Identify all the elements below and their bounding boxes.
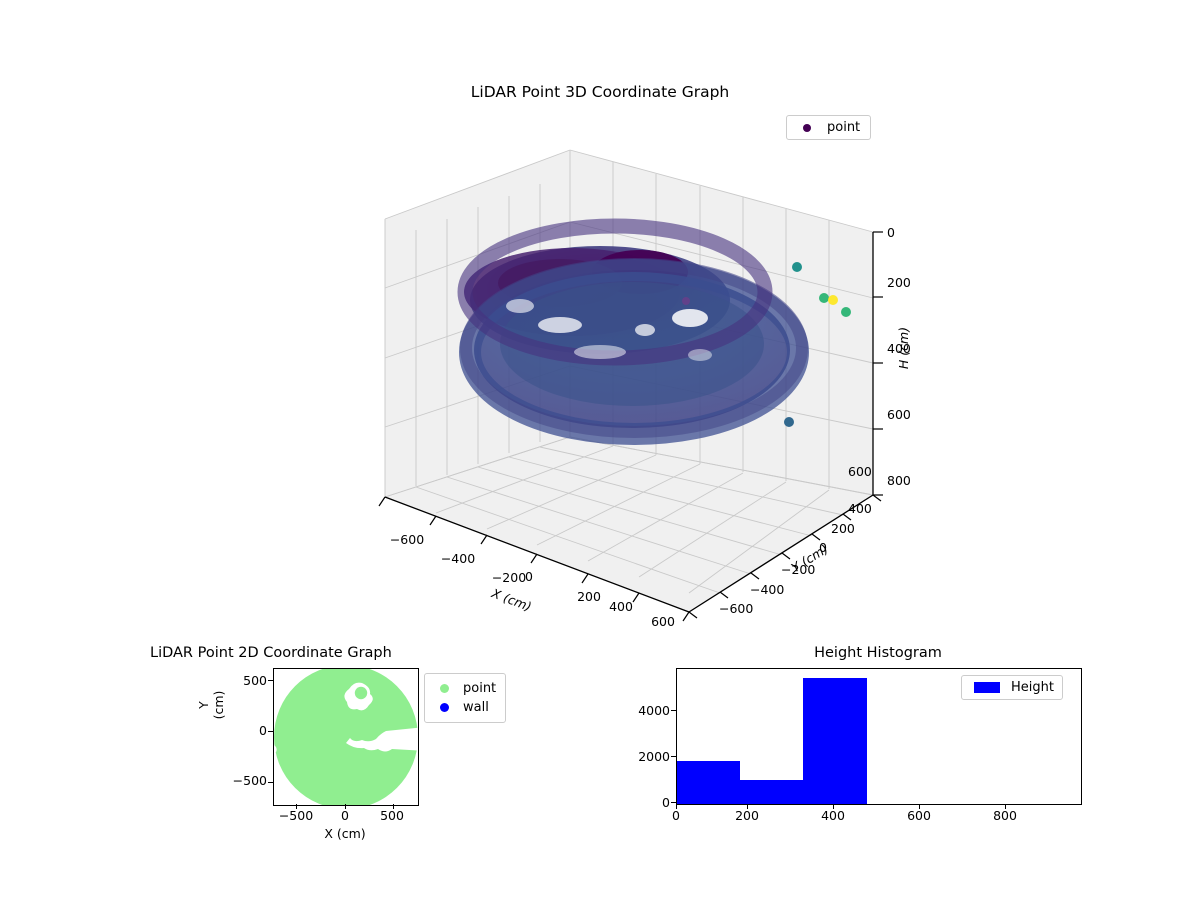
legend-2d-entry-wall[interactable]: wall bbox=[434, 698, 496, 717]
xtick-hist-200: 200 bbox=[735, 808, 759, 823]
legend-histogram[interactable]: Height bbox=[961, 675, 1063, 700]
xtick-mark-2d-2 bbox=[345, 804, 347, 809]
lidar-3d-panel: LiDAR Point 3D Coordinate Graph point bbox=[378, 83, 911, 629]
svg-text:200: 200 bbox=[577, 589, 601, 604]
svg-text:600: 600 bbox=[651, 614, 675, 629]
xtick-2d-0: 0 bbox=[341, 808, 349, 823]
svg-text:H (cm): H (cm) bbox=[896, 327, 911, 369]
xtick-mark-2d-1 bbox=[296, 804, 298, 809]
legend-3d-point-label: point bbox=[827, 120, 861, 135]
svg-text:−400: −400 bbox=[750, 582, 784, 597]
ytick-mark-2d-3 bbox=[268, 782, 273, 784]
ytick-mark-2d-1 bbox=[268, 680, 273, 682]
hist-bar-0[interactable] bbox=[677, 760, 741, 804]
ytick-2d-0: 0 bbox=[259, 723, 267, 738]
svg-text:0: 0 bbox=[819, 540, 827, 555]
xtick-mark-h-5 bbox=[1005, 804, 1007, 809]
legend-hist-swatch bbox=[974, 682, 1000, 693]
svg-text:−600: −600 bbox=[719, 601, 753, 616]
ytick-2d-neg500: −500 bbox=[232, 773, 267, 788]
legend-3d-point-marker bbox=[803, 123, 811, 132]
svg-text:600: 600 bbox=[848, 464, 872, 479]
xtick-hist-800: 800 bbox=[993, 808, 1017, 823]
ytick-hist-2000: 2000 bbox=[638, 749, 670, 764]
legend-2d-entry-point[interactable]: point bbox=[434, 679, 496, 698]
point-cloud-3d bbox=[457, 218, 851, 445]
svg-text:400: 400 bbox=[848, 501, 872, 516]
svg-text:200: 200 bbox=[887, 275, 911, 290]
xtick-mark-h-4 bbox=[919, 804, 921, 809]
ytick-hist-4000: 4000 bbox=[638, 703, 670, 718]
xtick-mark-h-3 bbox=[833, 804, 835, 809]
xtick-2d-500: 500 bbox=[380, 808, 404, 823]
xtick-mark-h-2 bbox=[747, 804, 749, 809]
ytick-2d-500: 500 bbox=[243, 673, 267, 688]
xtick-2d-neg500: −500 bbox=[278, 808, 314, 823]
hist-bar-2[interactable] bbox=[803, 678, 867, 804]
legend-2d-wall-label: wall bbox=[463, 700, 489, 715]
legend-2d[interactable]: point wall bbox=[424, 673, 507, 723]
legend-2d-point-marker bbox=[440, 684, 449, 693]
svg-text:400: 400 bbox=[609, 599, 633, 614]
legend-3d[interactable]: point bbox=[786, 115, 872, 140]
chart-hist-title: Height Histogram bbox=[814, 645, 942, 661]
axis-label-y-2d: Y (cm) bbox=[196, 690, 226, 720]
svg-text:X (cm): X (cm) bbox=[489, 585, 534, 614]
chart-3d-title: LiDAR Point 3D Coordinate Graph bbox=[470, 83, 730, 101]
xtick-mark-2d-3 bbox=[393, 804, 395, 809]
xtick-hist-600: 600 bbox=[907, 808, 931, 823]
ytick-mark-2d-2 bbox=[268, 731, 273, 733]
xtick-hist-0: 0 bbox=[672, 808, 680, 823]
svg-text:800: 800 bbox=[887, 473, 911, 488]
ytick-hist-0: 0 bbox=[662, 795, 670, 810]
xtick-mark-h-1 bbox=[676, 804, 678, 809]
svg-text:0: 0 bbox=[525, 569, 533, 584]
legend-2d-point-label: point bbox=[463, 681, 497, 696]
axes-3d: −600 −400 −200 0 200 400 600 X (cm) −600… bbox=[378, 149, 911, 629]
ytick-mark-h-1 bbox=[671, 802, 676, 804]
svg-text:−400: −400 bbox=[441, 551, 475, 566]
axis-label-x-2d: X (cm) bbox=[324, 826, 366, 841]
hist-bar-1[interactable] bbox=[740, 779, 804, 804]
scatter-2d-plot-area[interactable] bbox=[273, 668, 419, 806]
svg-text:200: 200 bbox=[831, 521, 855, 536]
svg-text:0: 0 bbox=[887, 225, 895, 240]
svg-text:−200: −200 bbox=[781, 562, 815, 577]
svg-text:−200: −200 bbox=[492, 570, 526, 585]
ytick-mark-h-3 bbox=[671, 710, 676, 712]
ytick-mark-h-2 bbox=[671, 756, 676, 758]
xtick-hist-400: 400 bbox=[821, 808, 845, 823]
svg-text:600: 600 bbox=[887, 407, 911, 422]
chart-2d-title: LiDAR Point 2D Coordinate Graph bbox=[150, 645, 392, 661]
legend-hist-label: Height bbox=[1011, 680, 1054, 695]
svg-text:400: 400 bbox=[887, 341, 911, 356]
point-cloud-2d bbox=[274, 669, 418, 805]
svg-text:−600: −600 bbox=[390, 532, 424, 547]
legend-2d-wall-marker bbox=[440, 703, 449, 712]
